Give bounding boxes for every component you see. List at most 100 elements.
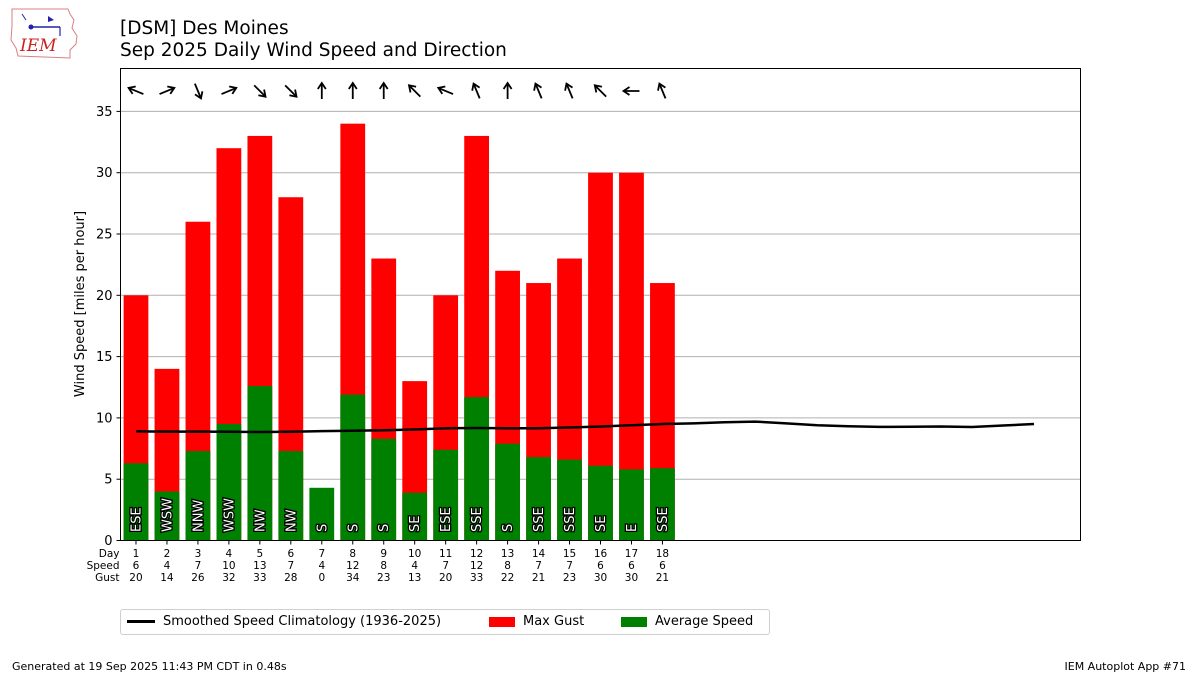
gust-label: 23 [377, 572, 390, 584]
direction-label: S [315, 524, 330, 532]
direction-label: ESE [130, 507, 145, 532]
avg-speed-bar [278, 451, 304, 541]
day-label: 1 [133, 548, 140, 560]
day-label: 15 [563, 548, 576, 560]
avg-speed-bar [123, 463, 149, 541]
speed-label: 4 [411, 560, 418, 572]
gust-label: 26 [191, 572, 205, 584]
gust-label: 30 [625, 572, 638, 584]
arrow-head [258, 89, 267, 98]
wind-direction-arrow [348, 81, 358, 99]
day-label: 13 [501, 548, 514, 560]
day-label: 11 [439, 548, 452, 560]
direction-label: S [501, 524, 516, 532]
row-label-gust: Gust [95, 572, 119, 584]
avg-speed-bar [309, 487, 335, 541]
wind-direction-arrow [621, 86, 640, 96]
day-label: 12 [470, 548, 483, 560]
wind-direction-arrow [533, 82, 543, 99]
direction-label: ESE [439, 507, 454, 532]
wind-direction-arrow [502, 81, 513, 99]
direction-label: SSE [470, 507, 485, 532]
avg-speed-bar [464, 397, 490, 541]
arrow-shaft [472, 83, 481, 99]
y-tick-label: 35 [96, 105, 113, 120]
day-label: 16 [594, 548, 608, 560]
direction-label: S [377, 524, 392, 532]
gust-label: 34 [346, 572, 360, 584]
gust-label: 22 [501, 572, 514, 584]
wind-direction-arrow [407, 84, 421, 98]
avg-speed-bar [619, 469, 644, 541]
avg-speed-bar [526, 457, 551, 541]
speed-label: 6 [133, 560, 140, 572]
iem-logo: IEM [10, 8, 78, 59]
avg-speed-bar [185, 451, 211, 541]
day-label: 9 [380, 548, 387, 560]
day-label: 17 [625, 548, 638, 560]
wind-direction-arrow [593, 84, 607, 98]
arrow-shaft [253, 84, 267, 98]
y-tick-label: 30 [96, 166, 113, 181]
speed-label: 7 [535, 560, 542, 572]
row-label-speed: Speed [87, 560, 120, 572]
wind-direction-arrow [317, 81, 327, 99]
day-label: 18 [656, 548, 669, 560]
gust-label: 33 [470, 572, 483, 584]
wind-direction-arrow [657, 82, 667, 99]
arrow-head [564, 82, 573, 91]
legend-swatch-climatology [127, 620, 155, 623]
speed-label: 8 [504, 560, 511, 572]
legend-swatch-average-speed [621, 616, 647, 627]
gust-label: 21 [532, 572, 545, 584]
legend: Smoothed Speed Climatology (1936-2025) M… [120, 609, 770, 635]
avg-speed-bar [650, 468, 675, 541]
chart-title: [DSM] Des Moines [120, 18, 289, 39]
wind-direction-arrow [127, 85, 144, 95]
wind-direction-arrow [253, 84, 267, 98]
gust-label: 20 [439, 572, 452, 584]
gust-label: 20 [129, 572, 142, 584]
gust-label: 13 [408, 572, 421, 584]
arrow-head [621, 86, 630, 96]
arrow-head [657, 82, 666, 91]
direction-label: SSE [563, 507, 578, 532]
arrow-head [194, 91, 204, 100]
arrow-shaft [594, 84, 607, 98]
wind-direction-arrow [221, 85, 238, 95]
day-label: 10 [408, 548, 421, 560]
arrow-shaft [284, 84, 298, 98]
speed-label: 4 [164, 560, 171, 572]
arrow-head [127, 85, 136, 95]
gust-label: 28 [284, 572, 297, 584]
bars [123, 123, 675, 541]
speed-label: 6 [597, 560, 604, 572]
wind-direction-arrow [194, 83, 204, 100]
direction-arrows [127, 81, 667, 100]
avg-speed-bar [216, 424, 242, 541]
legend-label-max-gust: Max Gust [523, 614, 585, 629]
gust-label: 32 [222, 572, 235, 584]
arrow-shaft [128, 87, 144, 95]
arrow-head [502, 81, 513, 90]
speed-label: 7 [287, 560, 294, 572]
footer-generated-time: Generated at 19 Sep 2025 11:43 PM CDT in… [12, 660, 287, 673]
chart-subtitle: Sep 2025 Daily Wind Speed and Direction [120, 40, 507, 61]
arrow-shaft [408, 84, 421, 98]
gust-label: 30 [594, 572, 607, 584]
climatology-series [135, 420, 1035, 434]
speed-label: 8 [380, 560, 387, 572]
y-tick-label: 20 [96, 289, 113, 304]
arrow-shaft [565, 83, 574, 99]
speed-label: 7 [442, 560, 449, 572]
day-label: 3 [195, 548, 202, 560]
gust-label: 14 [160, 572, 174, 584]
day-label: 8 [349, 548, 356, 560]
y-axis-label: Wind Speed [miles per hour] [73, 211, 88, 397]
avg-speed-bar [402, 492, 428, 541]
direction-labels: ESE WSW NNW WSW NW NW S S S SE ESE SSE S SSE SSE SE E SSE [128, 497, 672, 534]
logo-text: IEM [19, 36, 57, 56]
footer-app-id: IEM Autoplot App #71 [1064, 660, 1187, 673]
day-label: 6 [287, 548, 294, 560]
day-label: 7 [318, 548, 325, 560]
